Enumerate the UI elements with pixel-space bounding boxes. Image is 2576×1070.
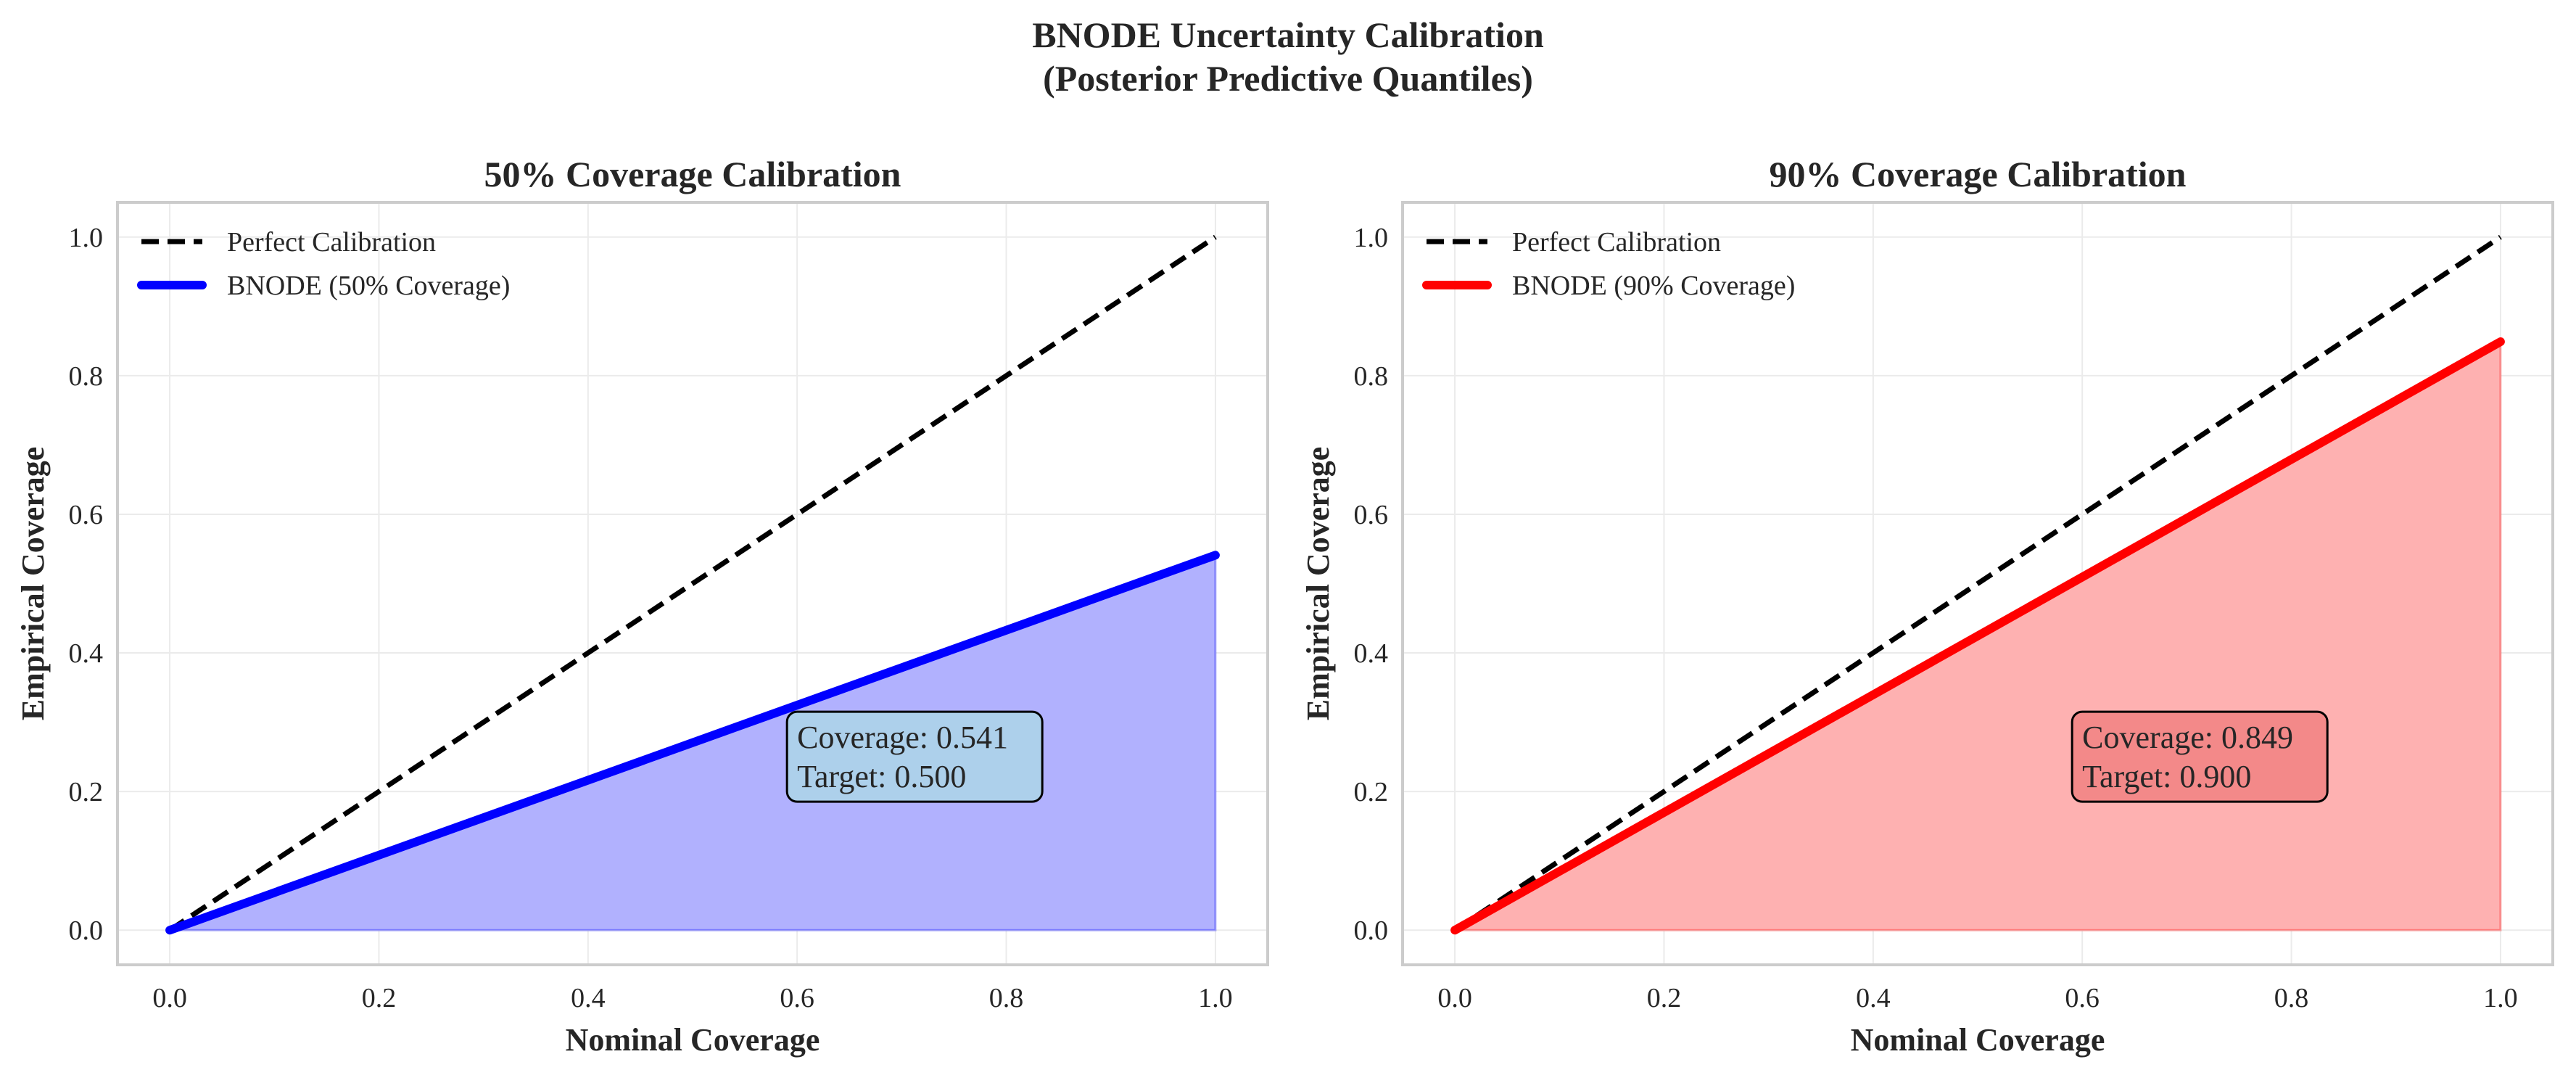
panel-2-bnode-line [1450,337,2505,935]
panel-2-ytick-label: 1.0 [1354,223,1389,253]
panel-2-xtick-label: 1.0 [2483,983,2518,1013]
panel-1-ytick-label: 0.6 [69,500,104,530]
panel-1-annotation-target: Target: 0.500 [797,759,966,794]
panel-1-xtick-label: 0.8 [989,983,1024,1013]
panel-2-annotation-target: Target: 0.900 [2082,759,2251,794]
panel-1-ytick-label: 0.8 [69,361,104,392]
panel-2-ytick-label: 0.8 [1354,361,1389,392]
panel-2: 0.0 0.2 0.4 0.6 0.8 1.0 0.0 0.2 0.4 0.6 0.8 1.0 90% … [1300,154,2554,1058]
panel-1-axes-frame [116,201,1269,966]
panel-2-xtick-label: 0.8 [2274,983,2309,1013]
panel-1-xtick-label: 0.6 [780,983,814,1013]
panel-2-title: 90% Coverage Calibration [1770,154,2187,194]
panel-1-ytick-label: 1.0 [69,223,104,253]
suptitle-line-2: (Posterior Predictive Quantiles) [1043,58,1533,99]
panel-1-legend-label-bnode: BNODE (50% Coverage) [227,271,510,301]
panel-2-xtick-label: 0.2 [1647,983,1682,1013]
panel-1-xlabel: Nominal Coverage [566,1022,820,1058]
panel-1-title: 50% Coverage Calibration [484,154,901,194]
panel-1-annotation-box [785,710,1044,803]
panel-2-xtick-label: 0.4 [1856,983,1891,1013]
panel-1-ytick-label: 0.0 [69,915,104,946]
panel-1-ylabel: Empirical Coverage [15,447,51,721]
panel-2-xtick-label: 0.6 [2065,983,2100,1013]
panel-2-legend-label-perfect: Perfect Calibration [1512,227,1721,258]
panel-2-ytick-label: 0.0 [1354,915,1389,946]
panel-1-perfect-calibration-line [168,234,1217,933]
panel-1-xtick-label: 0.0 [152,983,187,1013]
panel-2-legend-label-bnode: BNODE (90% Coverage) [1512,271,1795,301]
panel-2-annotation-coverage: Coverage: 0.849 [2082,720,2293,755]
panel-2-perfect-calibration-line [1453,234,2502,933]
panel-1: 0.0 0.2 0.4 0.6 0.8 1.0 0.0 0.2 0.4 0.6 0.8 1.0 50% … [15,154,1269,1058]
figure-suptitle: BNODE Uncertainty Calibration (Posterior… [0,13,2576,100]
panel-1-annotation-coverage: Coverage: 0.541 [797,720,1008,755]
panel-1-xtick-label: 1.0 [1198,983,1233,1013]
panel-1-bnode-line [165,551,1220,935]
panel-2-xtick-label: 0.0 [1437,983,1472,1013]
panel-2-annotation-box [2071,710,2329,803]
panel-2-xlabel: Nominal Coverage [1851,1022,2105,1058]
panel-1-xtick-label: 0.2 [362,983,397,1013]
panel-1-legend-label-perfect: Perfect Calibration [227,227,436,258]
panel-2-axes-frame [1401,201,2554,966]
panel-2-ylabel: Empirical Coverage [1300,447,1336,721]
suptitle-line-1: BNODE Uncertainty Calibration [1032,15,1544,55]
panel-2-ytick-label: 0.4 [1354,638,1389,669]
panel-1-xtick-label: 0.4 [571,983,606,1013]
panel-2-ytick-label: 0.2 [1354,777,1389,807]
panel-1-ytick-label: 0.2 [69,777,104,807]
panel-2-ytick-label: 0.6 [1354,500,1389,530]
panel-1-ytick-label: 0.4 [69,638,104,669]
